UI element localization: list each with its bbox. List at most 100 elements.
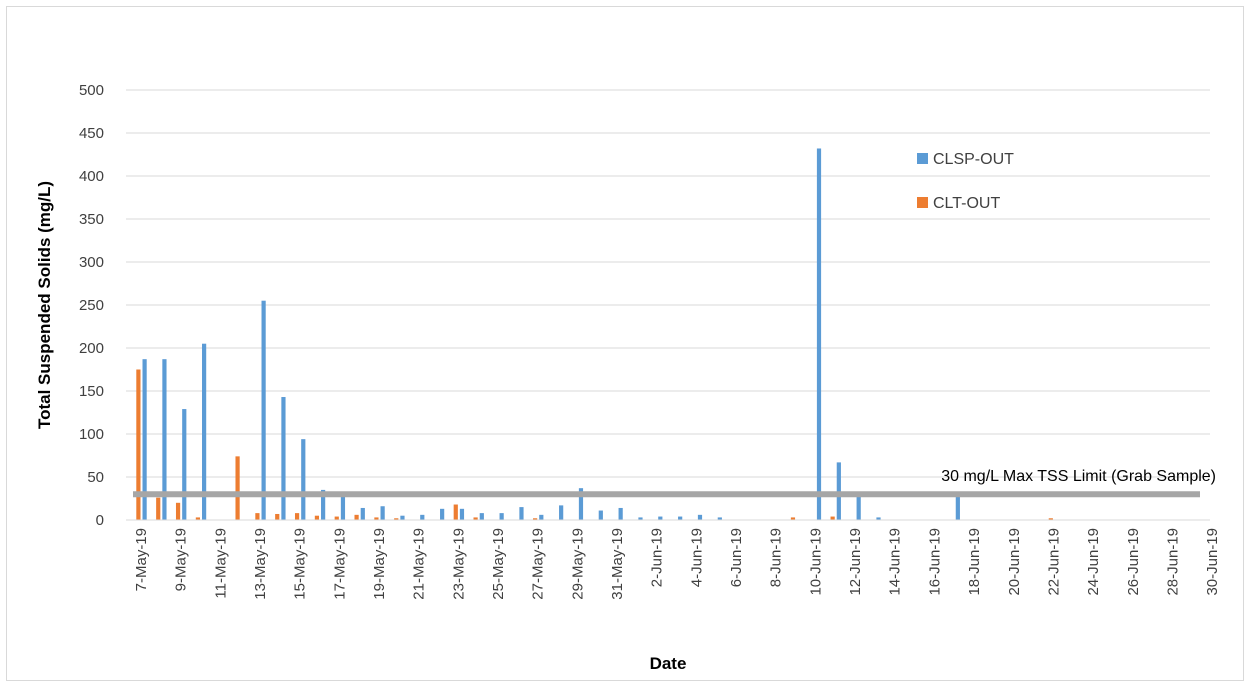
bar-clt-out (156, 497, 161, 520)
x-tick-label: 24-Jun-19 (1085, 528, 1102, 596)
x-tick-label: 14-Jun-19 (887, 528, 904, 596)
x-tick-label: 9-May-19 (173, 528, 190, 591)
x-tick-label: 4-Jun-19 (688, 528, 705, 587)
y-tick-label: 100 (79, 426, 104, 443)
bar-clsp-out (598, 510, 603, 520)
bar-clsp-out (380, 506, 385, 520)
bar-clt-out (354, 514, 359, 520)
bar-clsp-out (340, 495, 346, 520)
bar-clsp-out (836, 462, 841, 520)
bar-clsp-out (420, 514, 425, 520)
legend-label-clt-out: CLT-OUT (933, 195, 1000, 212)
x-tick-label: 22-Jun-19 (1045, 528, 1062, 596)
x-tick-label: 8-Jun-19 (768, 528, 785, 587)
bar-clsp-out (816, 148, 822, 521)
bar-clsp-out (697, 514, 703, 520)
bar-clsp-out (360, 507, 365, 520)
bar-clsp-out (539, 514, 544, 520)
bar-clsp-out (479, 513, 484, 520)
bar-clsp-out (459, 508, 465, 520)
x-tick-label: 23-May-19 (450, 528, 467, 600)
x-tick-label: 25-May-19 (490, 528, 507, 600)
y-tick-label: 350 (79, 211, 104, 228)
bar-clsp-out (618, 507, 623, 520)
gridlines (126, 89, 1210, 478)
x-tick-label: 2-Jun-19 (649, 528, 666, 587)
y-axis-ticks: 0 50 100 150 200 250 300 350 400 450 500 (79, 82, 104, 529)
bar-clsp-out (261, 300, 266, 520)
bar-clt-out (235, 456, 240, 520)
bar-clsp-out (638, 517, 643, 520)
bar-clt-out (1048, 518, 1053, 520)
bar-clsp-out (321, 489, 326, 520)
bar-clsp-out (519, 507, 524, 520)
y-tick-label: 250 (79, 297, 104, 314)
x-tick-label: 12-Jun-19 (847, 528, 864, 596)
x-tick-label: 28-Jun-19 (1164, 528, 1181, 596)
bar-clsp-out (400, 515, 405, 520)
bar-clsp-out (301, 439, 306, 520)
x-tick-label: 6-Jun-19 (728, 528, 745, 587)
x-tick-label: 10-Jun-19 (807, 528, 824, 596)
bar-clsp-out (717, 517, 722, 520)
bar-clsp-out (578, 488, 584, 520)
bar-clsp-out (142, 359, 147, 520)
x-tick-label: 19-May-19 (371, 528, 388, 600)
x-axis-title: Date (650, 654, 687, 673)
y-tick-label: 450 (79, 125, 104, 142)
x-tick-label: 31-May-19 (609, 528, 626, 600)
y-axis-title: Total Suspended Solids (mg/L) (35, 181, 54, 429)
bar-clt-out (175, 502, 181, 520)
bar-clt-out (275, 513, 280, 520)
bar-clt-out (473, 517, 478, 520)
x-tick-label: 11-May-19 (212, 528, 229, 599)
x-tick-label: 26-Jun-19 (1125, 528, 1142, 596)
y-tick-label: 500 (79, 82, 104, 99)
bar-clsp-out (202, 343, 207, 520)
x-tick-label: 21-May-19 (411, 528, 428, 600)
y-tick-label: 0 (96, 512, 104, 529)
x-tick-label: 18-Jun-19 (966, 528, 983, 596)
x-tick-label: 7-May-19 (133, 528, 150, 591)
x-tick-label: 17-May-19 (331, 528, 348, 600)
legend-swatch-clt-out (917, 197, 928, 208)
x-tick-label: 30-Jun-19 (1204, 528, 1221, 596)
bars (136, 148, 1053, 521)
x-tick-label: 27-May-19 (530, 528, 547, 600)
legend-label-clsp-out: CLSP-OUT (933, 151, 1014, 168)
chart-frame (6, 6, 1244, 681)
x-tick-label: 13-May-19 (252, 528, 269, 600)
bar-clsp-out (182, 409, 187, 520)
bar-clsp-out (678, 516, 683, 520)
bar-clsp-out (281, 397, 286, 520)
x-axis-ticks: 7-May-19 9-May-19 11-May-19 13-May-19 15-May… (133, 528, 1221, 600)
bar-clsp-out (499, 513, 504, 520)
x-tick-label: 29-May-19 (569, 528, 586, 600)
bar-clt-out (830, 516, 835, 520)
y-tick-label: 150 (79, 383, 104, 400)
bar-clt-out (334, 516, 339, 520)
bar-clt-out (374, 517, 379, 520)
bar-clsp-out (955, 494, 960, 520)
bar-clt-out (790, 517, 796, 520)
x-tick-label: 15-May-19 (292, 528, 309, 600)
bar-clsp-out (559, 505, 564, 520)
bar-clt-out (533, 518, 538, 520)
bar-clt-out (294, 513, 300, 520)
bar-clt-out (314, 515, 320, 520)
bar-clt-out (255, 513, 260, 520)
y-tick-label: 200 (79, 340, 104, 357)
bar-clt-out (453, 504, 458, 520)
x-tick-label: 16-Jun-19 (926, 528, 943, 596)
y-tick-label: 50 (87, 469, 104, 486)
bar-clt-out (136, 369, 141, 520)
legend: CLSP-OUT CLT-OUT (917, 151, 1014, 212)
y-tick-label: 400 (79, 168, 104, 185)
y-tick-label: 300 (79, 254, 104, 271)
x-tick-label: 20-Jun-19 (1006, 528, 1023, 596)
legend-swatch-clsp-out (917, 153, 928, 164)
max-tss-limit-label: 30 mg/L Max TSS Limit (Grab Sample) (941, 468, 1216, 485)
bar-clsp-out (440, 508, 445, 520)
bar-clt-out (394, 518, 399, 520)
